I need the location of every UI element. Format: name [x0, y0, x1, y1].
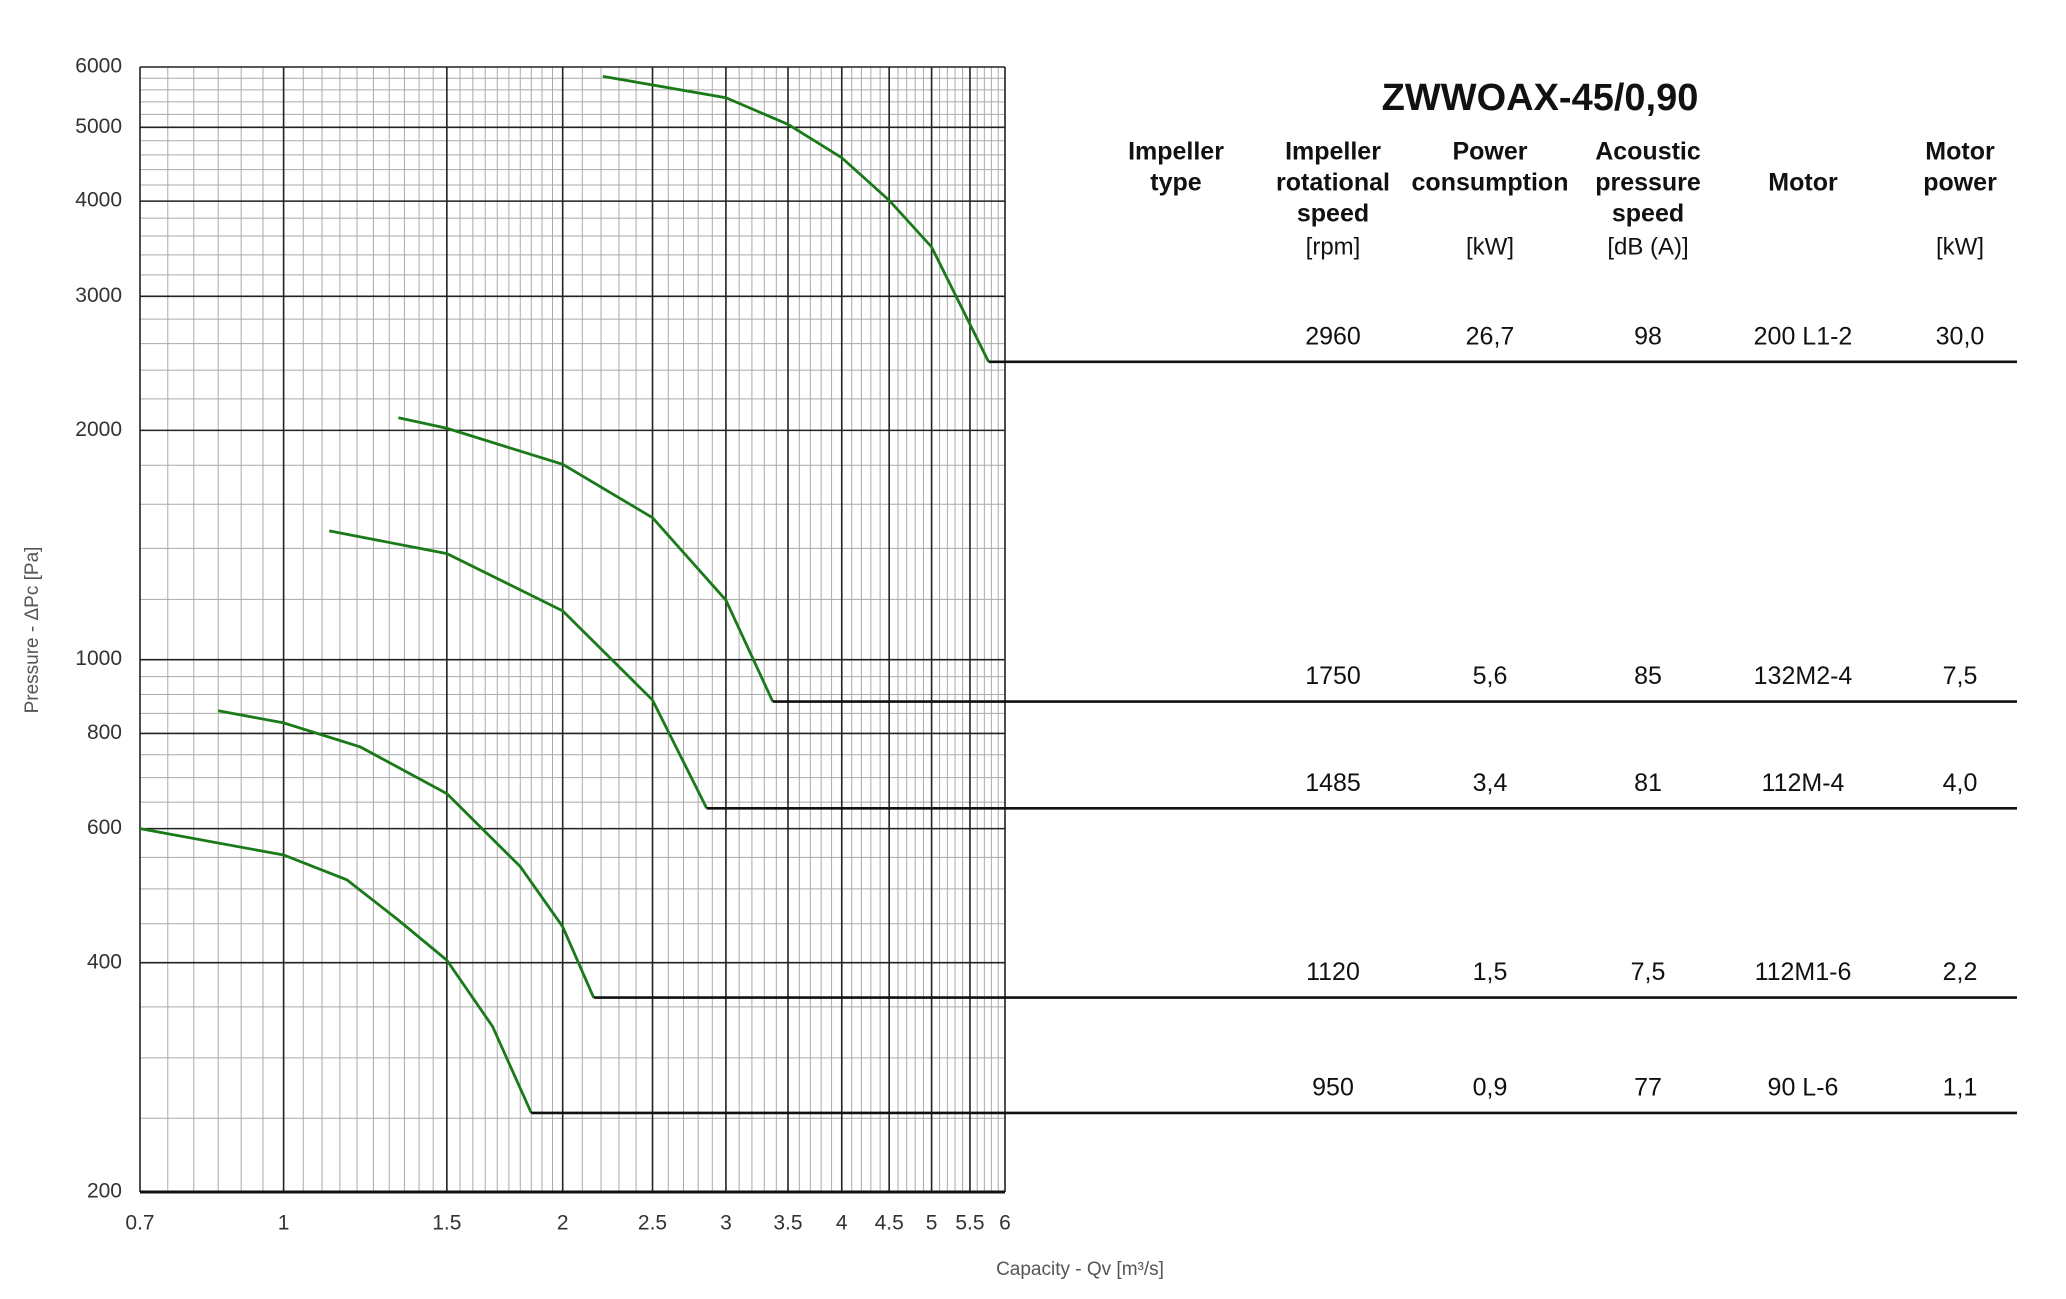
y-tick-label: 5000 [75, 115, 122, 138]
table-cell: 98 [1634, 322, 1662, 350]
x-tick-label: 1 [278, 1212, 290, 1235]
table-cell: 26,7 [1466, 322, 1515, 350]
table-cell: 3,4 [1473, 769, 1508, 797]
column-header: speed [1612, 200, 1684, 228]
x-tick-label: 1.5 [432, 1212, 461, 1235]
table-title: ZWWOAX-45/0,90 [1382, 77, 1699, 119]
series-line [139, 827, 533, 1114]
x-tick-label: 4.5 [875, 1212, 904, 1235]
column-header: Impeller [1285, 138, 1381, 166]
x-axis-title: Capacity - Qv [m³/s] [996, 1259, 1164, 1280]
table-cell: 1120 [1306, 958, 1360, 986]
column-unit: [dB (A)] [1607, 233, 1688, 260]
y-tick-label: 800 [87, 721, 122, 744]
x-tick-label: 5.5 [955, 1212, 984, 1235]
table-cell: 2,2 [1943, 958, 1978, 986]
y-tick-label: 600 [87, 816, 122, 839]
x-tick-label: 0.7 [125, 1212, 154, 1235]
table-cell: 5,6 [1473, 662, 1508, 690]
table-cell: 1485 [1305, 769, 1361, 797]
table-cell: 77 [1634, 1074, 1662, 1102]
table-cell: 90 L-6 [1768, 1074, 1839, 1102]
y-tick-label: 400 [87, 950, 122, 973]
y-tick-label: 6000 [75, 55, 122, 78]
y-tick-label: 1000 [75, 647, 122, 670]
y-tick-label: 4000 [75, 189, 122, 212]
column-header: Motor [1925, 138, 1995, 166]
x-tick-label: 3 [720, 1212, 732, 1235]
column-header: rotational [1276, 169, 1390, 197]
table-cell: 2960 [1305, 322, 1361, 350]
column-header: consumption [1412, 169, 1569, 197]
table-cell: 7,5 [1943, 662, 1978, 690]
x-tick-label: 2.5 [638, 1212, 667, 1235]
x-tick-label: 2 [557, 1212, 569, 1235]
column-header: Impeller [1128, 138, 1224, 166]
table-cell: 950 [1312, 1074, 1354, 1102]
column-header: power [1923, 169, 1997, 197]
table-cell: 1,1 [1943, 1074, 1978, 1102]
column-header: Power [1452, 138, 1527, 166]
x-tick-label: 4 [836, 1212, 848, 1235]
column-unit: [kW] [1936, 233, 1984, 260]
x-tick-label: 5 [926, 1212, 938, 1235]
y-axis-title: Pressure - ΔPc [Pa] [22, 547, 43, 714]
table-cell: 85 [1634, 662, 1662, 690]
column-unit: [rpm] [1306, 233, 1361, 260]
table-cell: 30,0 [1936, 322, 1985, 350]
series-line [217, 709, 595, 999]
y-tick-label: 200 [87, 1180, 122, 1203]
table-cell: 4,0 [1943, 769, 1978, 797]
column-header: Acoustic [1595, 138, 1701, 166]
table-cell: 81 [1634, 769, 1662, 797]
table-cell: 1,5 [1473, 958, 1508, 986]
column-unit: [kW] [1466, 233, 1514, 260]
table-cell: 112M-4 [1762, 769, 1845, 797]
series-line [328, 529, 708, 809]
y-tick-label: 3000 [75, 284, 122, 307]
table-cell: 200 L1-2 [1754, 322, 1853, 350]
table-cell: 0,9 [1473, 1074, 1508, 1102]
table-cell: 112M1-6 [1755, 958, 1852, 986]
series-line [602, 74, 990, 363]
series-line [398, 416, 775, 703]
x-tick-label: 6 [999, 1212, 1011, 1235]
table-cell: 1750 [1305, 662, 1361, 690]
column-header: type [1150, 169, 1202, 197]
x-tick-label: 3.5 [773, 1212, 802, 1235]
y-tick-label: 2000 [75, 418, 122, 441]
table-cell: 7,5 [1631, 958, 1666, 986]
column-header: pressure [1595, 169, 1701, 197]
column-header: speed [1297, 200, 1369, 228]
column-header: Motor [1768, 169, 1838, 197]
table-cell: 132M2-4 [1754, 662, 1853, 690]
